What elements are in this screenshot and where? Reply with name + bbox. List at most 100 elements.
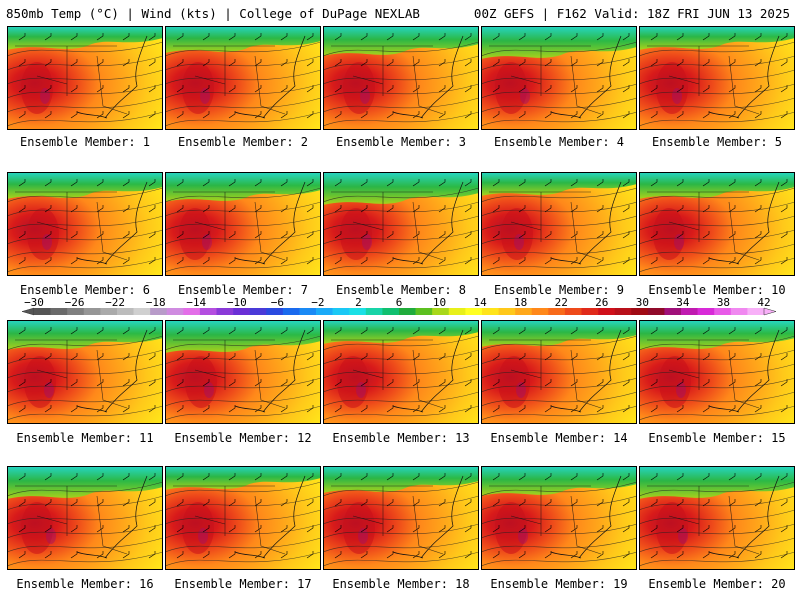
colorbar-tick-label: 34 bbox=[676, 296, 690, 309]
colorbar-swatch bbox=[166, 308, 184, 315]
colorbar-swatch bbox=[747, 308, 765, 315]
ensemble-map-panel bbox=[165, 320, 321, 424]
temperature-map bbox=[165, 466, 321, 570]
ensemble-member-label: Ensemble Member: 4 bbox=[493, 135, 625, 149]
ensemble-member-label: Ensemble Member: 16 bbox=[16, 577, 154, 591]
ensemble-map-panel bbox=[165, 466, 321, 570]
colorbar-swatch bbox=[598, 308, 615, 315]
ensemble-member-label: Ensemble Member: 6 bbox=[19, 283, 151, 297]
colorbar-tick-label: 42 bbox=[757, 296, 770, 309]
temperature-map bbox=[7, 26, 163, 130]
ensemble-member-label: Ensemble Member: 17 bbox=[174, 577, 312, 591]
colorbar-swatch bbox=[116, 308, 134, 315]
colorbar-swatch bbox=[631, 308, 649, 315]
colorbar-right-arrow bbox=[763, 307, 777, 316]
colorbar-swatch bbox=[581, 308, 599, 315]
ensemble-member-label: Ensemble Member: 10 bbox=[648, 283, 786, 297]
ensemble-map-panel bbox=[165, 26, 321, 130]
ensemble-member-label: Ensemble Member: 15 bbox=[648, 431, 786, 445]
temperature-map bbox=[481, 172, 637, 276]
colorbar-swatch bbox=[382, 308, 400, 315]
colorbar-swatch bbox=[34, 308, 51, 315]
colorbar-tick-label: −2 bbox=[311, 296, 324, 309]
ensemble-member-label: Ensemble Member: 8 bbox=[335, 283, 467, 297]
ensemble-member-label: Ensemble Member: 7 bbox=[177, 283, 309, 297]
temperature-map bbox=[165, 26, 321, 130]
temperature-map bbox=[323, 466, 479, 570]
ensemble-map-panel bbox=[165, 172, 321, 276]
colorbar-tick-label: −6 bbox=[271, 296, 284, 309]
colorbar-tick-label: −18 bbox=[146, 296, 166, 309]
colorbar-swatch bbox=[647, 308, 665, 315]
ensemble-member-label: Ensemble Member: 2 bbox=[177, 135, 309, 149]
colorbar-swatch bbox=[664, 308, 682, 315]
ensemble-map-panel bbox=[481, 172, 637, 276]
ensemble-member-label: Ensemble Member: 1 bbox=[19, 135, 151, 149]
colorbar-tick-label: −14 bbox=[186, 296, 206, 309]
colorbar-left-arrow bbox=[21, 307, 35, 316]
colorbar-swatch bbox=[730, 308, 748, 315]
chart-title: 850mb Temp (°C) | Wind (kts) | College o… bbox=[6, 6, 420, 21]
colorbar-tick-label: 10 bbox=[433, 296, 446, 309]
colorbar-swatch bbox=[67, 308, 85, 315]
ensemble-member-label: Ensemble Member: 19 bbox=[490, 577, 628, 591]
temperature-map bbox=[481, 466, 637, 570]
colorbar-tick-label: 30 bbox=[636, 296, 649, 309]
colorbar-swatch bbox=[299, 308, 317, 315]
ensemble-map-panel bbox=[639, 26, 795, 130]
model-run-info: 00Z GEFS | F162 Valid: 18Z FRI JUN 13 20… bbox=[473, 6, 790, 21]
colorbar-swatch bbox=[697, 308, 715, 315]
temperature-map bbox=[481, 26, 637, 130]
colorbar-swatch bbox=[133, 308, 151, 315]
colorbar-swatch bbox=[531, 308, 549, 315]
ensemble-member-label: Ensemble Member: 5 bbox=[651, 135, 783, 149]
colorbar-swatch bbox=[316, 308, 333, 315]
colorbar-swatch bbox=[83, 308, 101, 315]
colorbar-swatch bbox=[233, 308, 250, 315]
colorbar-swatch bbox=[349, 308, 367, 315]
colorbar-swatch bbox=[515, 308, 533, 315]
colorbar-tick-label: 38 bbox=[717, 296, 730, 309]
colorbar-swatch bbox=[681, 308, 698, 315]
colorbar-tick-label: 6 bbox=[396, 296, 403, 309]
temperature-map bbox=[639, 172, 795, 276]
ensemble-map-panel bbox=[481, 26, 637, 130]
colorbar-swatch bbox=[481, 308, 499, 315]
colorbar-tick-label: −22 bbox=[105, 296, 125, 309]
temperature-colorbar: −30 −26 −22 −18 −14 −10 −6 −2 2 6 10 14 18 22 26 30 34 38… bbox=[21, 296, 777, 316]
colorbar-swatch bbox=[448, 308, 466, 315]
ensemble-member-label: Ensemble Member: 18 bbox=[332, 577, 470, 591]
colorbar-swatch bbox=[150, 308, 168, 315]
ensemble-member-label: Ensemble Member: 12 bbox=[174, 431, 312, 445]
colorbar-tick-label: 14 bbox=[473, 296, 487, 309]
colorbar-swatch bbox=[714, 308, 732, 315]
colorbar-swatch bbox=[432, 308, 450, 315]
ensemble-map-panel bbox=[323, 26, 479, 130]
ensemble-map-panel bbox=[639, 466, 795, 570]
colorbar-swatch bbox=[465, 308, 483, 315]
temperature-map bbox=[165, 172, 321, 276]
ensemble-map-panel bbox=[639, 320, 795, 424]
ensemble-map-panel bbox=[7, 466, 163, 570]
colorbar-swatch bbox=[249, 308, 267, 315]
colorbar-swatch bbox=[498, 308, 516, 315]
colorbar-tick-label: 18 bbox=[514, 296, 527, 309]
colorbar-tick-label: 2 bbox=[355, 296, 362, 309]
ensemble-member-label: Ensemble Member: 3 bbox=[335, 135, 467, 149]
colorbar-swatch bbox=[100, 308, 118, 315]
colorbar-swatch bbox=[183, 308, 201, 315]
ensemble-member-label: Ensemble Member: 14 bbox=[490, 431, 628, 445]
ensemble-map-panel bbox=[7, 320, 163, 424]
ensemble-member-label: Ensemble Member: 20 bbox=[648, 577, 786, 591]
temperature-map bbox=[7, 320, 163, 424]
colorbar-swatch bbox=[399, 308, 416, 315]
ensemble-member-label: Ensemble Member: 13 bbox=[332, 431, 470, 445]
colorbar-swatch bbox=[564, 308, 582, 315]
temperature-map bbox=[639, 320, 795, 424]
ensemble-map-panel bbox=[7, 26, 163, 130]
temperature-map bbox=[481, 320, 637, 424]
colorbar-tick-label: −10 bbox=[227, 296, 247, 309]
temperature-map bbox=[639, 26, 795, 130]
colorbar-swatch bbox=[614, 308, 632, 315]
ensemble-member-label: Ensemble Member: 11 bbox=[16, 431, 154, 445]
